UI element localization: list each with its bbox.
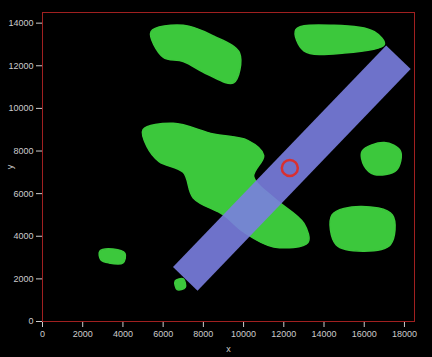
svg-text:4000: 4000: [13, 231, 33, 241]
svg-text:16000: 16000: [352, 329, 377, 339]
svg-text:14000: 14000: [8, 18, 33, 28]
svg-text:4000: 4000: [113, 329, 133, 339]
svg-text:18000: 18000: [392, 329, 417, 339]
svg-text:14000: 14000: [311, 329, 336, 339]
svg-text:0: 0: [40, 329, 45, 339]
svg-text:10000: 10000: [231, 329, 256, 339]
svg-text:x: x: [226, 344, 231, 354]
svg-text:6000: 6000: [153, 329, 173, 339]
svg-text:2000: 2000: [13, 274, 33, 284]
svg-text:0: 0: [28, 316, 33, 326]
svg-text:y: y: [5, 164, 15, 169]
svg-text:6000: 6000: [13, 189, 33, 199]
svg-text:8000: 8000: [193, 329, 213, 339]
svg-text:8000: 8000: [13, 146, 33, 156]
svg-text:12000: 12000: [271, 329, 296, 339]
svg-text:12000: 12000: [8, 61, 33, 71]
svg-text:10000: 10000: [8, 103, 33, 113]
svg-text:2000: 2000: [73, 329, 93, 339]
